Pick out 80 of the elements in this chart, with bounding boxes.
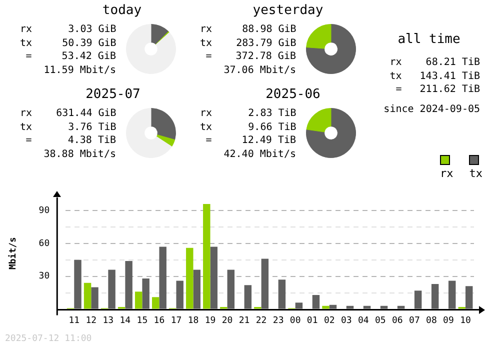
- bar: [134, 292, 142, 309]
- y-tick-label: 30: [38, 272, 50, 282]
- text: tx 9.66 TiB: [200, 120, 296, 134]
- text: = 372.78 GiB: [204, 50, 296, 64]
- chart-title: today: [101, 3, 143, 18]
- text: = 211.62 TiB: [394, 83, 480, 96]
- bar: [159, 246, 166, 309]
- bar: [210, 246, 218, 309]
- y-tick-label: 60: [38, 238, 50, 249]
- x-tick-label: 17: [170, 316, 182, 326]
- x-tick-label: 02: [324, 316, 335, 326]
- x-tick-label: 23: [272, 316, 284, 326]
- text: since 2024-09-05: [382, 102, 480, 116]
- x-tick-label: 13: [102, 316, 114, 326]
- bar: [322, 306, 330, 309]
- text: = 4.38 TiB: [24, 134, 116, 148]
- x-tick-label: 15: [136, 316, 148, 326]
- x-tick-label: 00: [290, 316, 301, 326]
- text: 11.59 Mbit/s: [42, 64, 116, 77]
- bar: [295, 302, 303, 309]
- text: = 53.42 GiB: [24, 50, 116, 64]
- x-tick-label: 03: [340, 316, 352, 326]
- x-tick-label: 20: [222, 316, 233, 326]
- x-tick-label: 14: [120, 316, 131, 326]
- bar: [108, 270, 116, 309]
- chart-title: yesterday: [252, 3, 324, 18]
- bar: [84, 282, 92, 309]
- y-tick-label: 90: [38, 206, 50, 216]
- x-tick-label: 09: [443, 316, 454, 326]
- x-tick-label: 04: [358, 316, 369, 326]
- text: rx 68.21 TiB: [388, 56, 480, 70]
- text: tx 3.76 TiB: [20, 120, 116, 134]
- legend-label: rx: [440, 166, 454, 180]
- text: 42.40 Mbit/s: [222, 148, 296, 161]
- bar: [186, 248, 194, 309]
- bar: [176, 280, 184, 309]
- x-tick-label: 21: [238, 316, 250, 326]
- x-tick-label: 07: [409, 316, 420, 326]
- text: tx 283.79 GiB: [200, 36, 296, 50]
- bar: [465, 286, 473, 309]
- x-tick-label: 10: [460, 316, 471, 326]
- x-tick-label: 08: [426, 316, 437, 326]
- bar: [142, 278, 150, 309]
- bar: [203, 204, 210, 309]
- x-tick-label: 22: [256, 316, 267, 326]
- text: rx 631.44 GiB: [20, 107, 116, 120]
- y-axis-title: Mbit/s: [8, 237, 19, 270]
- bar: [74, 260, 82, 309]
- text: tx 143.41 TiB: [388, 70, 480, 83]
- chart-title: 2025-06: [264, 87, 322, 102]
- chart-title: 2025-07: [84, 87, 142, 102]
- bar: [448, 280, 456, 309]
- x-tick-label: 16: [154, 316, 165, 326]
- x-tick-label: 11: [68, 316, 80, 326]
- x-tick-label: 18: [188, 316, 199, 326]
- text: = 12.49 TiB: [204, 134, 296, 148]
- text: tx 50.39 GiB: [20, 36, 116, 50]
- bar: [278, 280, 286, 309]
- bar: [193, 270, 200, 309]
- bar: [91, 287, 98, 309]
- x-tick-label: 06: [392, 316, 403, 326]
- x-tick-label: 05: [374, 316, 386, 326]
- x-tick-label: 01: [306, 316, 318, 326]
- x-tick-label: 12: [86, 316, 97, 326]
- text: all time: [396, 32, 462, 47]
- bar: [152, 297, 160, 309]
- text: 38.88 Mbit/s: [42, 148, 116, 161]
- bar: [227, 270, 235, 309]
- text: 37.06 Mbit/s: [222, 64, 296, 77]
- bar: [244, 285, 252, 309]
- bar: [312, 294, 320, 309]
- bar: [125, 260, 132, 309]
- text: rx 3.03 GiB: [20, 23, 116, 36]
- text: rx 88.98 GiB: [200, 23, 296, 36]
- legend-label: tx: [469, 166, 482, 180]
- x-tick-label: 19: [204, 316, 216, 326]
- text: rx 2.83 TiB: [200, 107, 296, 120]
- bar: [261, 258, 269, 309]
- bar: [431, 284, 439, 309]
- bar: [414, 290, 422, 309]
